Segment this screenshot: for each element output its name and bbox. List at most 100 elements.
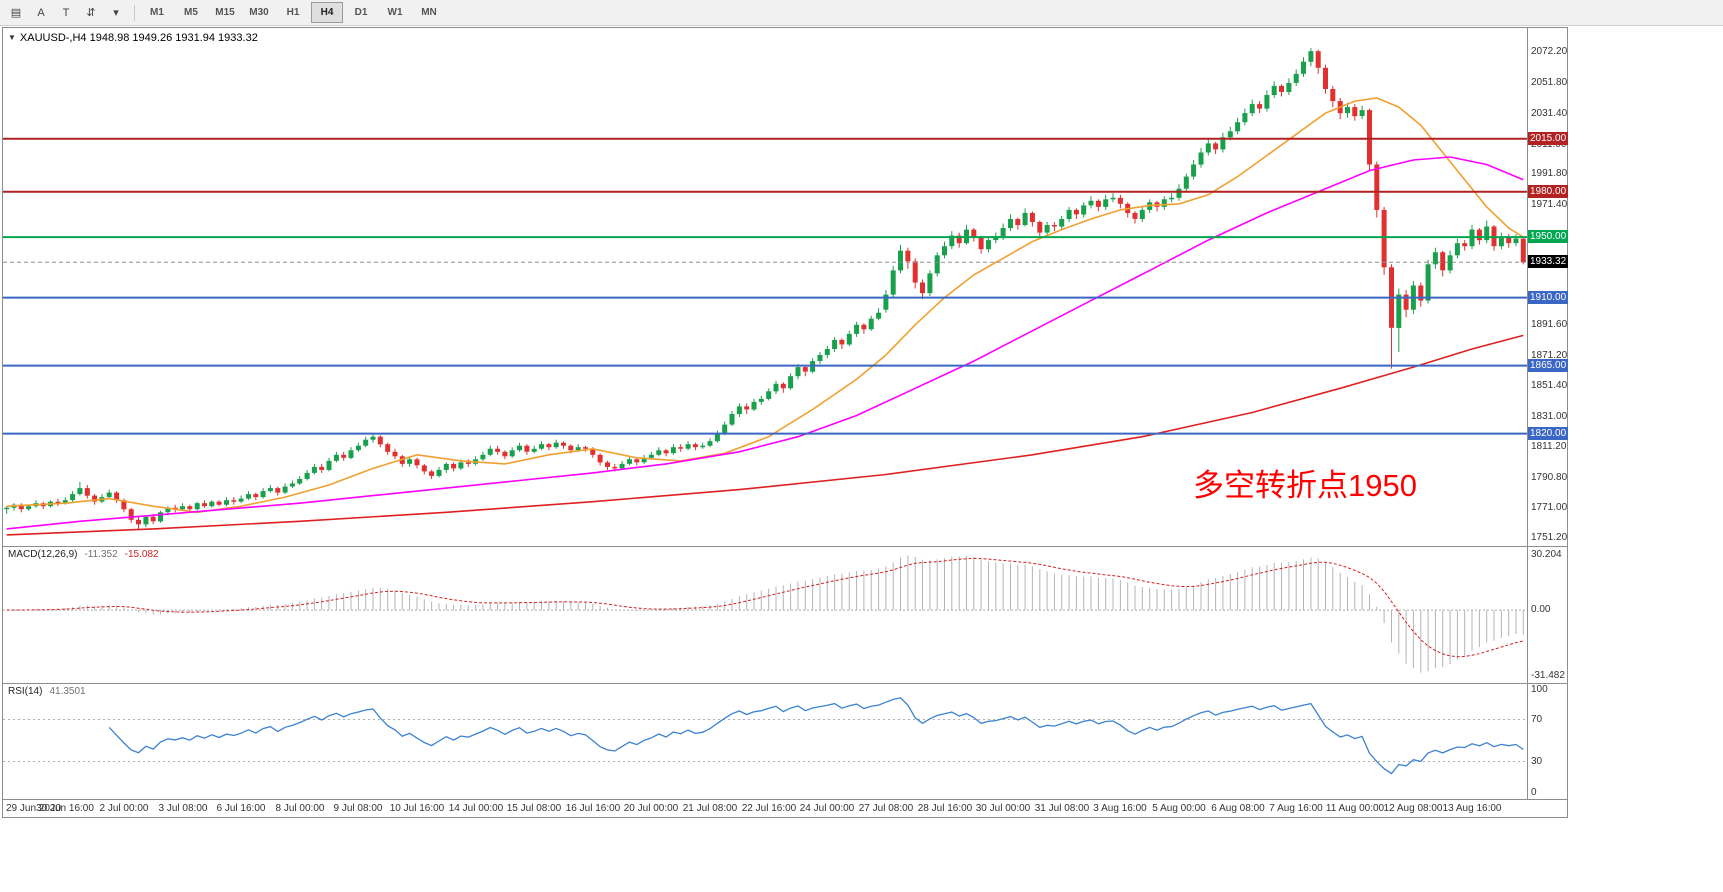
candle bbox=[246, 494, 251, 499]
text-tool-icon[interactable]: T bbox=[62, 6, 70, 19]
candle bbox=[1315, 51, 1321, 68]
candle bbox=[1308, 51, 1314, 62]
candle bbox=[648, 454, 654, 458]
macd-pane: 30.204 0.00 -31.482 MACD(12,26,9) -11.352 -1… bbox=[3, 546, 1567, 683]
ma-slow-line bbox=[6, 334, 1524, 536]
price-tick: 1991.80 bbox=[1531, 168, 1568, 179]
timeframe-button-m1[interactable]: M1 bbox=[150, 7, 164, 18]
candle bbox=[1066, 209, 1072, 219]
candle bbox=[275, 488, 281, 493]
time-label: 13 Aug 16:00 bbox=[1442, 803, 1502, 814]
candle bbox=[209, 501, 215, 507]
timeframe-button-m5[interactable]: M5 bbox=[184, 7, 198, 18]
candle bbox=[1367, 110, 1372, 165]
current-price-tag: 1933.32 bbox=[1528, 255, 1569, 268]
candle bbox=[62, 500, 68, 504]
time-label: 20 Jul 00:00 bbox=[623, 803, 679, 814]
timeframe-button-mn[interactable]: MN bbox=[421, 7, 437, 18]
price-tag-1980.00[interactable]: 1980.00 bbox=[1528, 185, 1569, 198]
candle bbox=[663, 450, 669, 454]
candle bbox=[1271, 85, 1277, 95]
timeframe-button-w1[interactable]: W1 bbox=[387, 7, 403, 18]
candle bbox=[165, 507, 171, 513]
rsi-label: RSI(14) bbox=[8, 686, 43, 697]
candle bbox=[158, 512, 163, 522]
candle bbox=[1132, 212, 1138, 219]
rsi-tick: 0 bbox=[1531, 787, 1537, 798]
candle bbox=[143, 516, 149, 525]
candle bbox=[605, 462, 610, 467]
candle bbox=[451, 463, 457, 469]
macd-signal-line bbox=[6, 557, 1524, 658]
timeframe-button-h4[interactable]: H4 bbox=[311, 2, 343, 23]
annotation-text[interactable]: 多空转折点1950 bbox=[1193, 468, 1417, 503]
candle bbox=[1176, 188, 1182, 198]
indicators-icon[interactable]: ⇵ bbox=[86, 7, 96, 19]
cursor-a-icon[interactable]: A bbox=[37, 6, 45, 19]
price-tick: 2031.40 bbox=[1531, 108, 1568, 119]
time-label: 6 Jul 16:00 bbox=[216, 803, 266, 814]
price-tag-2015.00[interactable]: 2015.00 bbox=[1528, 132, 1569, 145]
timeframe-button-d1[interactable]: D1 bbox=[354, 7, 368, 18]
candle bbox=[729, 414, 735, 425]
candle bbox=[751, 401, 757, 410]
price-tick: 1811.20 bbox=[1531, 441, 1567, 452]
candle bbox=[773, 383, 779, 392]
candle bbox=[202, 503, 207, 507]
macd-value-signal: -15.082 bbox=[124, 549, 159, 560]
candle bbox=[1286, 82, 1292, 92]
candle bbox=[1198, 152, 1204, 165]
candle bbox=[780, 383, 786, 389]
rsi-canvas bbox=[3, 697, 1527, 775]
time-label: 10 Jul 16:00 bbox=[389, 803, 445, 814]
time-label: 24 Jul 00:00 bbox=[799, 803, 855, 814]
candle bbox=[55, 501, 61, 504]
timeframe-button-h1[interactable]: H1 bbox=[286, 7, 300, 18]
rsi-tick: 100 bbox=[1531, 684, 1548, 695]
candle bbox=[971, 229, 977, 238]
candle bbox=[1183, 176, 1189, 189]
candle bbox=[597, 454, 603, 463]
rsi-line bbox=[108, 697, 1524, 775]
candle bbox=[4, 507, 10, 510]
dropdown-caret-icon[interactable]: ▾ bbox=[113, 7, 119, 19]
candle bbox=[1418, 285, 1424, 301]
candle bbox=[1242, 113, 1248, 123]
candle bbox=[26, 506, 32, 510]
candle bbox=[421, 465, 427, 472]
price-tick: 1891.60 bbox=[1531, 319, 1568, 330]
chart-grid-icon[interactable]: ▤ bbox=[10, 7, 22, 19]
price-tag-1950.00[interactable]: 1950.00 bbox=[1528, 230, 1569, 243]
price-tag-1865.00[interactable]: 1865.00 bbox=[1528, 359, 1569, 372]
time-label: 30 Jul 00:00 bbox=[975, 803, 1031, 814]
macd-histogram bbox=[13, 555, 1524, 673]
candle bbox=[297, 479, 303, 484]
candle bbox=[70, 494, 76, 501]
time-label: 3 Jul 08:00 bbox=[158, 803, 208, 814]
candle bbox=[832, 339, 838, 349]
timeframe-button-m30[interactable]: M30 bbox=[249, 7, 269, 18]
candle bbox=[77, 488, 83, 495]
macd-canvas bbox=[3, 555, 1527, 673]
price-tag-1820.00[interactable]: 1820.00 bbox=[1528, 427, 1569, 440]
level-lines-layer bbox=[3, 137, 1527, 435]
chart-dropdown-icon[interactable]: ▼ bbox=[8, 33, 16, 42]
candle bbox=[634, 459, 640, 463]
candle bbox=[180, 506, 185, 510]
candle bbox=[670, 447, 676, 454]
candle bbox=[678, 447, 684, 449]
macd-label: MACD(12,26,9) bbox=[8, 549, 78, 560]
candle bbox=[1403, 294, 1409, 310]
timeframe-button-m15[interactable]: M15 bbox=[215, 7, 235, 18]
candle bbox=[1051, 225, 1057, 227]
price-tick: 1871.20 bbox=[1531, 350, 1568, 361]
candle bbox=[509, 450, 515, 457]
candle bbox=[839, 339, 845, 345]
candle bbox=[429, 471, 435, 476]
price-tag-1910.00[interactable]: 1910.00 bbox=[1528, 291, 1569, 304]
time-label: 6 Aug 08:00 bbox=[1211, 803, 1265, 814]
candle bbox=[905, 250, 911, 262]
candle bbox=[289, 483, 295, 487]
candle bbox=[458, 462, 464, 469]
candle bbox=[942, 246, 947, 256]
